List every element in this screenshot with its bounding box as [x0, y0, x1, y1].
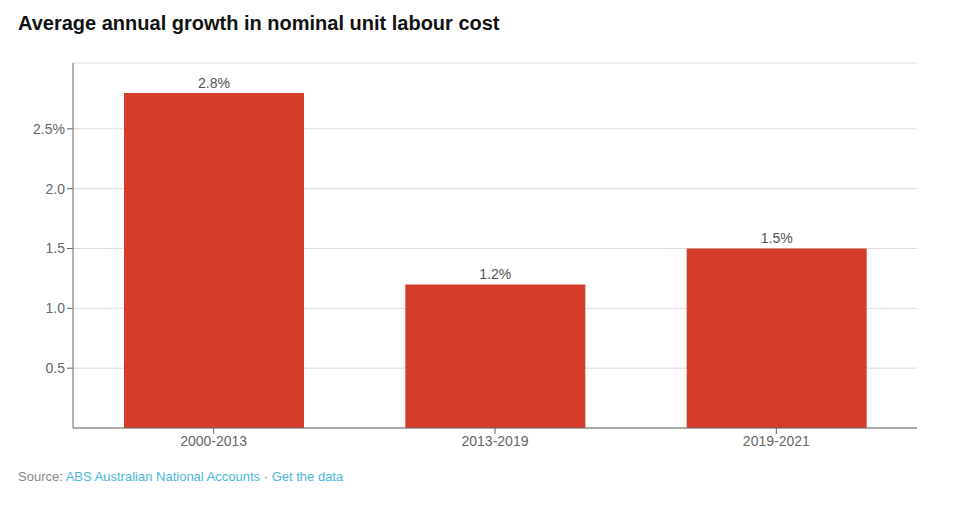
- svg-text:1.5: 1.5: [46, 240, 66, 256]
- svg-text:2000-2013: 2000-2013: [180, 433, 247, 449]
- svg-text:2013-2019: 2013-2019: [462, 433, 529, 449]
- svg-text:2019-2021: 2019-2021: [743, 433, 810, 449]
- svg-text:1.5%: 1.5%: [761, 230, 793, 246]
- svg-text:2.5%: 2.5%: [33, 121, 65, 137]
- html-text:Source: ABS Australian Nationa: Source: ABS Australian National Accounts…: [18, 469, 344, 484]
- html-text:Average annual growth in nomin: Average annual growth in nominal unit la…: [18, 12, 500, 34]
- svg-text:2.8%: 2.8%: [198, 75, 230, 91]
- svg-text:0.5: 0.5: [46, 360, 66, 376]
- svg-text:1.0: 1.0: [46, 300, 66, 316]
- svg-text:2.0: 2.0: [46, 181, 66, 197]
- svg-text:1.2%: 1.2%: [479, 266, 511, 282]
